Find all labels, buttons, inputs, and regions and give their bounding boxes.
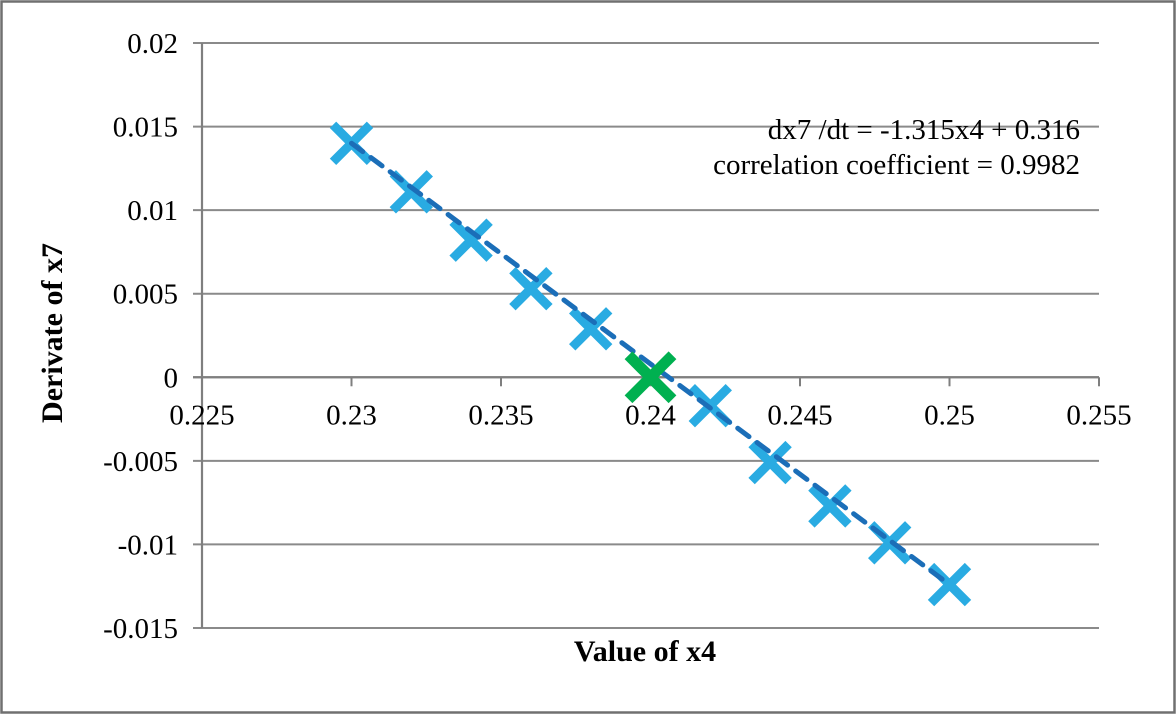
x-tick-label-0.225: 0.225 [169, 399, 234, 431]
x-tick-label-0.25: 0.25 [924, 399, 975, 431]
data-point-marker [927, 562, 972, 607]
x-tick-label-0.255: 0.255 [1066, 399, 1131, 431]
trendline-layer [349, 140, 952, 588]
y-tick-label-0.005: 0.005 [113, 279, 178, 311]
data-point-marker-stroke-b [389, 170, 433, 214]
y-tick-label-0.01: 0.01 [127, 195, 178, 227]
data-point-marker-stroke-b [927, 562, 972, 607]
x-axis-title: Value of x4 [574, 635, 716, 668]
data-point-marker [569, 307, 613, 351]
y-tick-label--0.005: -0.005 [103, 446, 178, 478]
data-point-marker-stroke-b [748, 440, 792, 485]
x-tick-label-0.245: 0.245 [767, 399, 832, 431]
trendline [349, 140, 952, 588]
data-point-marker-stroke-b [808, 484, 852, 528]
x-tick-label-0.23: 0.23 [326, 399, 377, 431]
equilibrium-marker-stroke-b [624, 351, 677, 404]
y-tick-label--0.015: -0.015 [103, 613, 178, 645]
x-tick-label-0.235: 0.235 [468, 399, 533, 431]
data-point-marker-stroke-b [569, 307, 613, 351]
highlight-point-layer [624, 351, 677, 404]
data-point-marker [509, 267, 553, 311]
y-tick-label-0: 0 [164, 362, 179, 394]
data-point-marker [808, 484, 852, 528]
y-tick-label-0.015: 0.015 [113, 112, 178, 144]
data-point-marker-stroke-b [868, 521, 912, 565]
tick-labels-layer: 0.02 0.015 0.01 0.005 0 -0.005 -0.01 -0.015 0.22… [103, 28, 1132, 645]
y-tick-label-0.02: 0.02 [127, 28, 178, 60]
equilibrium-marker [624, 351, 677, 404]
fit-equation-text: dx7 /dt = -1.315x4 + 0.316 [768, 114, 1080, 146]
correlation-coefficient-text: correlation coefficient = 0.9982 [713, 149, 1080, 181]
data-point-marker-stroke-b [449, 218, 493, 262]
data-point-marker-stroke-b [509, 267, 553, 311]
x-tick-label-0.24: 0.24 [625, 399, 676, 431]
data-point-marker [748, 440, 792, 485]
y-axis-title: Derivate of x7 [36, 243, 69, 423]
y-tick-label--0.01: -0.01 [118, 529, 178, 561]
data-point-marker [449, 218, 493, 262]
